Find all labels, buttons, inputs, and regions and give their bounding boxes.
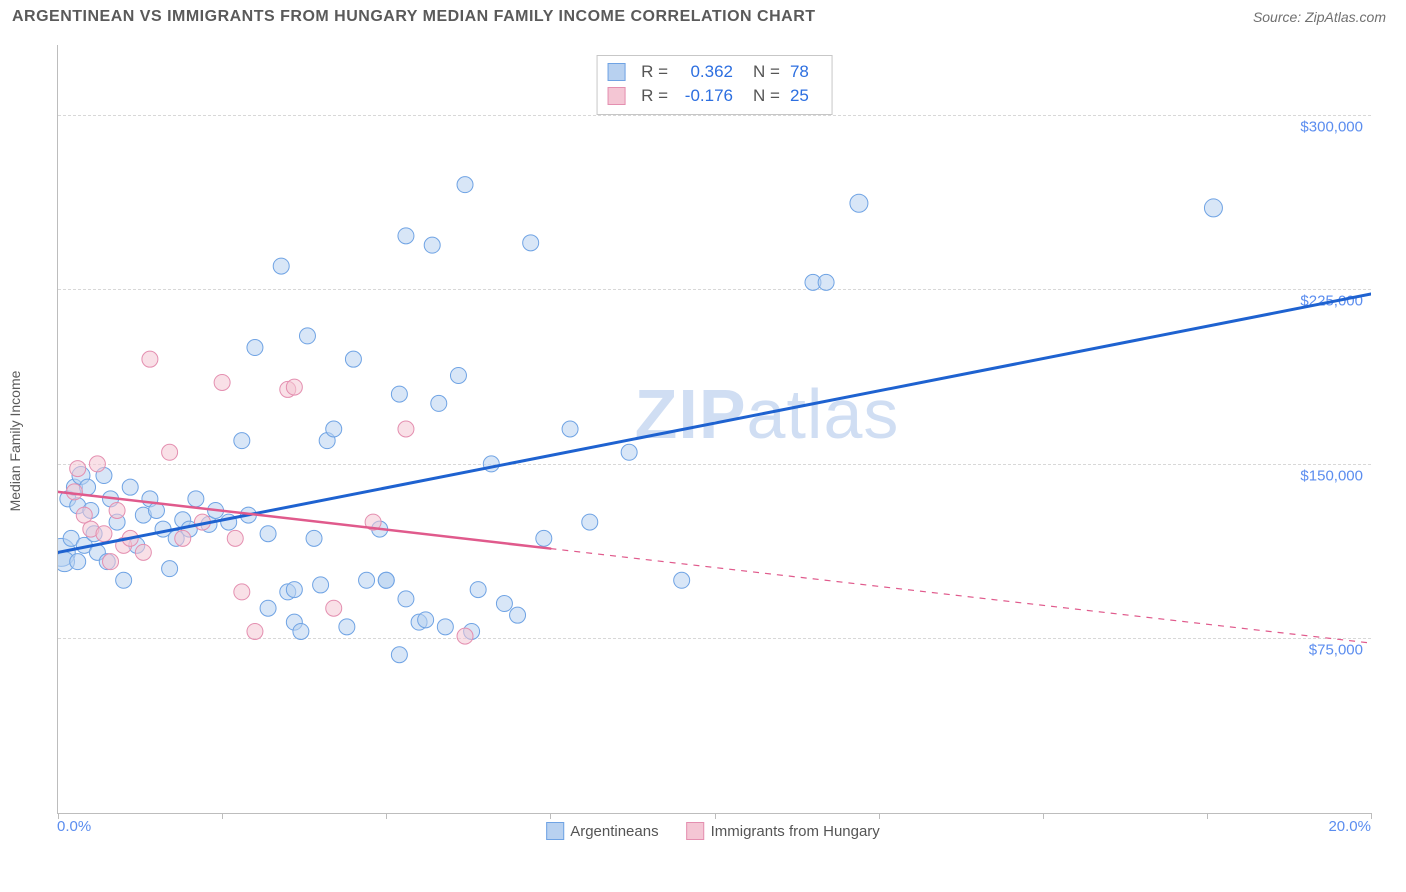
title-bar: ARGENTINEAN VS IMMIGRANTS FROM HUNGARY M…: [0, 0, 1406, 30]
chart-title: ARGENTINEAN VS IMMIGRANTS FROM HUNGARY M…: [12, 8, 816, 26]
chart-container: Median Family Income ZIPatlas R = 0.362 …: [45, 40, 1381, 842]
x-min-label: 0.0%: [57, 818, 91, 835]
y-axis-label: Median Family Income: [7, 371, 23, 512]
swatch-argentineans: [607, 63, 625, 81]
swatch-hungary-bottom: [687, 822, 705, 840]
n-value-2: 25: [790, 86, 818, 106]
r-value-2: -0.176: [678, 86, 733, 106]
x-tick: [1371, 813, 1372, 819]
plot-area: ZIPatlas R = 0.362 N = 78 R = -0.176 N =…: [57, 45, 1371, 814]
swatch-hungary: [607, 87, 625, 105]
swatch-argentineans-bottom: [546, 822, 564, 840]
x-max-label: 20.0%: [1328, 818, 1371, 835]
r-value-1: 0.362: [678, 62, 733, 82]
legend-item-argentineans: Argentineans: [546, 822, 658, 840]
legend-row-argentineans: R = 0.362 N = 78: [607, 60, 818, 84]
series-legend: Argentineans Immigrants from Hungary: [546, 822, 880, 840]
scatter-svg: [58, 45, 1371, 813]
n-value-1: 78: [790, 62, 818, 82]
source-label: Source: ZipAtlas.com: [1253, 9, 1386, 25]
legend-row-hungary: R = -0.176 N = 25: [607, 84, 818, 108]
legend-item-hungary: Immigrants from Hungary: [687, 822, 880, 840]
correlation-legend: R = 0.362 N = 78 R = -0.176 N = 25: [596, 55, 833, 115]
